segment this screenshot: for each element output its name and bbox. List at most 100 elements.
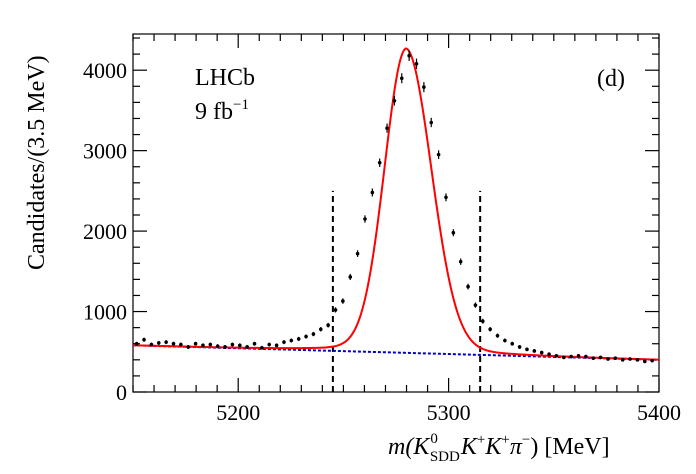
data-point	[201, 343, 205, 348]
xlabel-pi-sup: −	[522, 432, 530, 448]
data-point	[142, 337, 146, 342]
data-point	[525, 347, 529, 352]
data-point	[164, 340, 168, 344]
data-point	[149, 342, 154, 347]
data-point	[186, 345, 191, 349]
x-tick-label: 5200	[216, 400, 260, 425]
fit-curve	[132, 47, 660, 361]
xlabel-k1-sup: +	[477, 432, 485, 448]
data-point	[444, 195, 448, 200]
data-point	[311, 332, 316, 336]
xlabel-k2: K	[484, 434, 503, 460]
experiment-label: LHCb	[195, 65, 255, 91]
fit-curve-layer	[132, 47, 660, 361]
data-point	[341, 299, 345, 303]
data-point	[179, 342, 183, 347]
y-tick-label: 1000	[83, 300, 127, 325]
data-point	[642, 359, 647, 364]
xlabel-prefix: m(K	[388, 434, 431, 460]
y-tick-label: 0	[116, 380, 127, 405]
data-point	[267, 342, 272, 347]
data-point	[230, 342, 235, 347]
data-point	[363, 217, 367, 221]
data-point	[252, 341, 257, 346]
data-point	[510, 341, 515, 346]
y-tick-label: 2000	[83, 219, 127, 244]
data-point	[429, 120, 434, 125]
data-point	[591, 356, 596, 361]
data-point	[488, 327, 492, 332]
plot-frame	[132, 33, 660, 393]
signal-window-lines	[331, 190, 482, 392]
data-point	[598, 355, 603, 360]
data-point	[245, 345, 249, 349]
data-point	[223, 345, 227, 349]
data-point	[193, 341, 198, 346]
luminosity-value: 9 fb	[195, 99, 233, 125]
data-point	[215, 344, 220, 348]
data-point	[466, 284, 470, 289]
xlabel-k0-sup: 0	[430, 431, 438, 447]
data-point	[584, 354, 588, 359]
data-point	[539, 350, 544, 355]
x-tick-label: 5400	[637, 400, 681, 425]
y-tick-label: 3000	[83, 139, 127, 164]
panel-label: (d)	[597, 66, 625, 92]
axis-ticks	[132, 34, 660, 393]
data-point	[274, 343, 279, 348]
data-point	[260, 345, 264, 350]
data-point	[628, 357, 632, 361]
data-point	[606, 357, 610, 361]
data-point	[318, 327, 323, 332]
data-point	[422, 85, 426, 89]
data-point	[377, 160, 382, 165]
data-point	[503, 338, 507, 343]
y-tick-label: 4000	[83, 58, 127, 83]
data-point	[451, 230, 456, 235]
xlabel-k2-sup: +	[501, 432, 509, 448]
data-point	[407, 53, 411, 58]
data-point	[635, 358, 640, 362]
xlabel-pi: π	[510, 434, 523, 460]
data-point	[495, 333, 500, 338]
data-point	[385, 126, 389, 130]
data-point	[333, 308, 338, 312]
x-axis-title: m(K0 SDDK+K+π−) [MeV]	[388, 431, 610, 465]
data-point	[289, 338, 294, 343]
data-point	[613, 356, 618, 361]
data-point	[392, 98, 397, 103]
data-point	[296, 337, 301, 341]
data-point	[458, 259, 463, 264]
xlabel-sdd-sub: SDD	[430, 449, 460, 465]
data-point	[304, 334, 308, 339]
data-point	[576, 353, 581, 358]
data-point	[473, 303, 478, 307]
data-point	[370, 190, 375, 195]
data-point	[480, 319, 485, 324]
x-tick-label: 5300	[427, 400, 471, 425]
data-point	[171, 341, 176, 346]
data-point	[348, 275, 353, 279]
data-point	[282, 340, 286, 344]
y-axis-title: Candidates/(3.5 MeV)	[24, 55, 50, 270]
tick-labels: 5200 5300 5400 0 1000 2000 3000 4000	[83, 58, 681, 425]
xlabel-suffix: ) [MeV]	[530, 434, 609, 460]
xlabel-k1: K	[460, 434, 479, 460]
data-point	[517, 345, 522, 349]
data-point	[650, 358, 654, 363]
data-point	[414, 61, 419, 66]
data-point	[399, 76, 404, 81]
data-point	[208, 342, 213, 347]
data-point	[620, 358, 625, 362]
data-point	[547, 352, 551, 356]
luminosity-label: 9 fb−1	[195, 97, 249, 125]
data-point	[569, 354, 573, 359]
data-point	[156, 341, 161, 345]
data-point	[561, 355, 566, 360]
data-point	[355, 251, 360, 256]
data-points	[134, 50, 654, 364]
data-point	[237, 343, 242, 348]
data-point	[134, 341, 139, 346]
luminosity-exponent: −1	[233, 97, 249, 113]
data-point	[532, 349, 537, 353]
